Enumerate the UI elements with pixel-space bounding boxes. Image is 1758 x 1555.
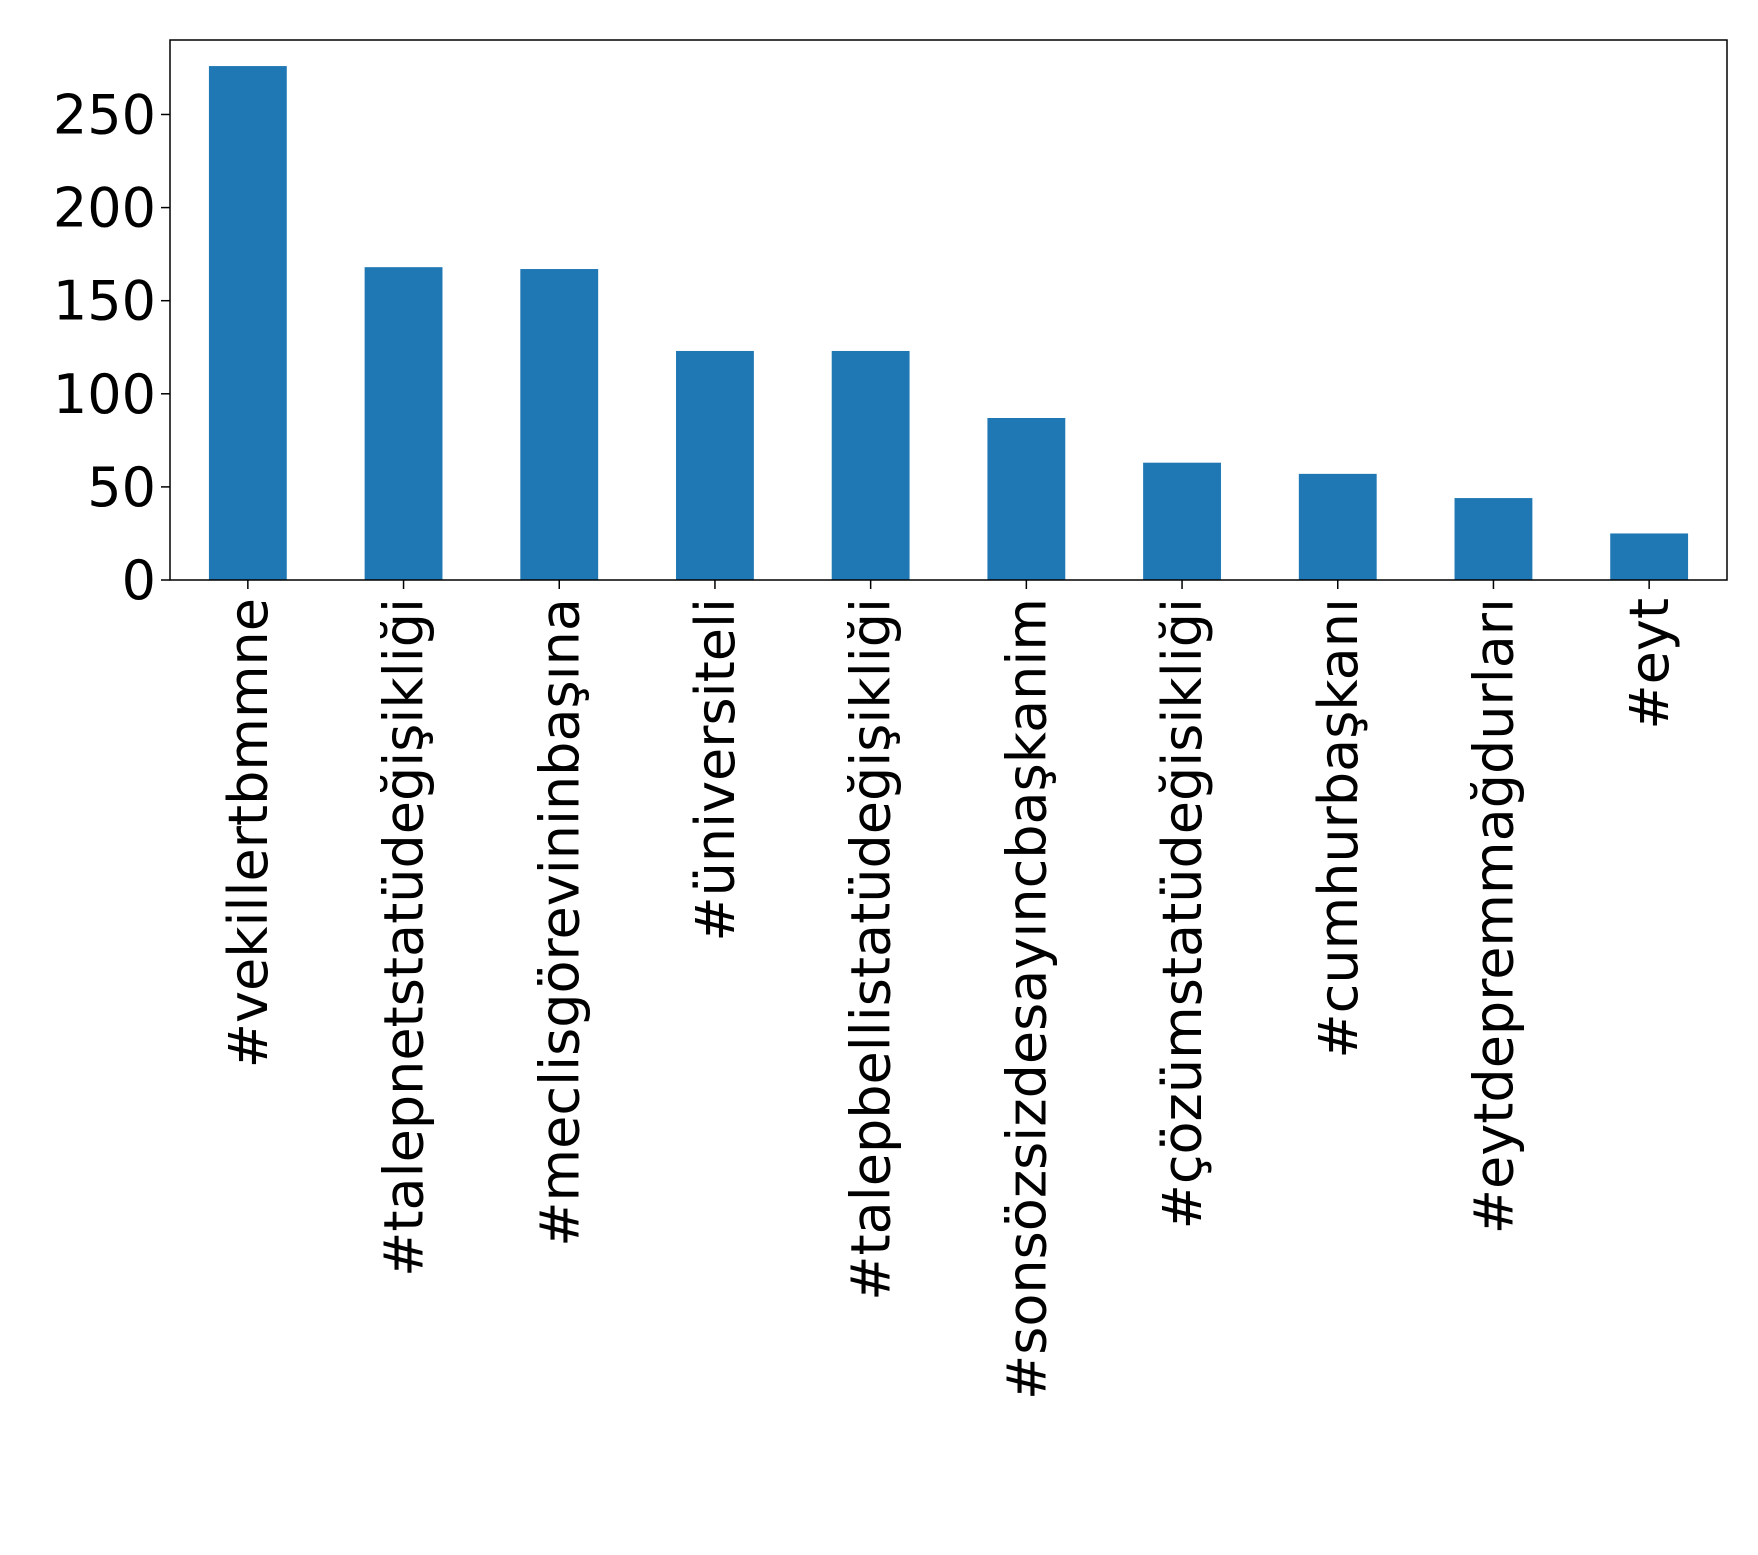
y-tick-label: 250 <box>53 83 156 146</box>
x-tick-label: #talepnetstatüdeğişikliği <box>373 598 436 1277</box>
bar <box>1298 473 1377 580</box>
y-tick-label: 150 <box>53 270 156 333</box>
y-axis: 0 50 100 150 200 250 <box>53 83 170 612</box>
bars <box>208 66 1689 580</box>
bar <box>1143 462 1221 580</box>
bar <box>831 350 910 580</box>
bar <box>676 350 754 580</box>
y-tick-label: 0 <box>122 549 156 612</box>
x-tick-label: #sonsözsizdesayıncbaşkanim <box>995 598 1058 1400</box>
y-tick-label: 50 <box>87 456 156 519</box>
bar <box>208 66 287 580</box>
bar <box>364 267 443 580</box>
x-axis: #vekillertbmmne #talepnetstatüdeğişikliği… <box>217 580 1681 1400</box>
x-tick-label: #çözümstatüdeğisikliği <box>1151 598 1214 1229</box>
y-tick-label: 200 <box>53 177 156 240</box>
x-tick-label: #vekillertbmmne <box>217 598 280 1068</box>
plot-frame <box>169 39 1728 581</box>
bar <box>520 269 599 580</box>
bar <box>1610 533 1689 580</box>
bar <box>1454 498 1533 580</box>
bar <box>987 418 1066 580</box>
y-tick-label: 100 <box>53 363 156 426</box>
x-tick-label: #eyt <box>1618 598 1681 730</box>
x-tick-label: #üniversiteli <box>684 598 747 942</box>
x-tick-label: #cumhurbaşkanı <box>1307 598 1370 1059</box>
x-tick-label: #meclisgörevininbaşına <box>528 598 591 1247</box>
x-tick-label: #eytdepremmağdurları <box>1462 598 1525 1234</box>
x-tick-label: #talepbellistatüdeğişikliği <box>840 598 903 1301</box>
